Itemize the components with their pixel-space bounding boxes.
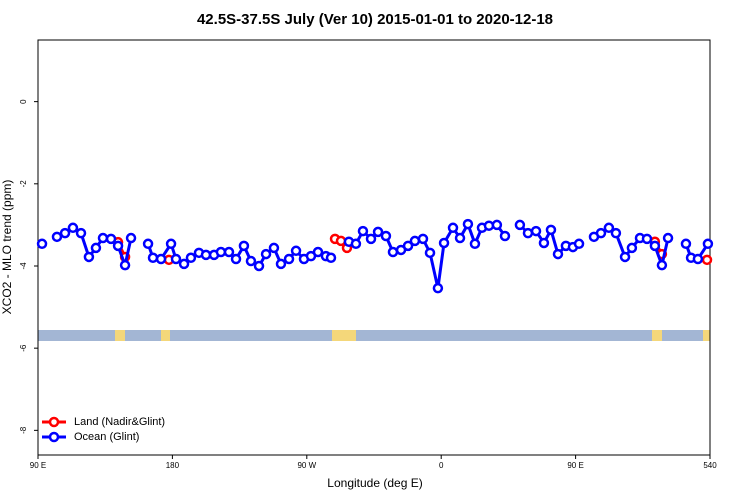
y-tick-label: -8 [19,426,28,434]
point [155,253,167,265]
point [380,230,392,242]
point [610,227,622,239]
point [105,233,117,245]
ocean-strip [38,330,710,341]
land-patch [332,330,356,341]
point [97,232,109,244]
point [701,254,713,266]
point [230,253,242,265]
point [51,231,63,243]
legend-label: Land (Nadir&Glint) [74,416,165,428]
land-patch [652,330,662,341]
point [125,232,137,244]
point [499,230,511,242]
point [312,246,324,258]
point [325,252,337,264]
point [372,226,384,238]
point [514,219,526,231]
point [119,259,131,271]
x-axis-label: Longitude (deg E) [327,476,422,490]
surface-strip [38,330,710,341]
y-tick-label: -4 [19,262,28,270]
point [552,248,564,260]
point [238,240,250,252]
point [200,249,212,261]
y-tick-label: -6 [19,344,28,352]
land-patch [703,330,710,341]
y-tick-label: 0 [19,99,28,104]
x-tick-label: 540 [703,461,717,470]
point [545,224,557,236]
point [417,233,429,245]
point [83,251,95,263]
point [387,246,399,258]
x-tick-label: 0 [439,461,444,470]
point [283,253,295,265]
point [185,252,197,264]
point [290,245,302,257]
x-tick-label: 90 E [30,461,46,470]
point [438,237,450,249]
point [680,238,692,250]
land-patch [161,330,170,341]
point [90,242,102,254]
point [142,238,154,250]
point [178,258,190,270]
y-tick-label: -2 [19,180,28,188]
x-tick-label: 90 W [297,461,316,470]
point [147,252,159,264]
point [702,238,714,250]
point [365,233,377,245]
x-tick-label: 90 E [567,461,583,470]
point [662,232,674,244]
chart-title: 42.5S-37.5S July (Ver 10) 2015-01-01 to … [197,11,553,28]
point [402,240,414,252]
point [491,219,503,231]
point [424,247,436,259]
point [462,218,474,230]
point [357,225,369,237]
point [447,222,459,234]
point [641,233,653,245]
point [573,238,585,250]
point [649,240,661,252]
point [656,259,668,271]
point [595,227,607,239]
plot-frame [37,39,711,456]
point [603,222,615,234]
point [268,242,280,254]
legend-label: Ocean (Glint) [74,431,139,443]
y-axis-label: XCO2 - MLO trend (ppm) [0,180,14,315]
point [260,248,272,260]
point [432,282,444,294]
point [112,240,124,252]
point [215,246,227,258]
point [522,227,534,239]
point [75,227,87,239]
point [454,232,466,244]
point [36,238,48,250]
point [223,246,235,258]
point [275,258,287,270]
point [538,237,550,249]
legend-swatch [48,431,60,443]
legend-swatch [48,416,60,428]
point [170,253,182,265]
point [692,253,704,265]
point [165,238,177,250]
point [619,251,631,263]
point [253,260,265,272]
x-tick-label: 180 [166,461,180,470]
point [67,222,79,234]
point [350,238,362,250]
point [245,255,257,267]
land-patch [115,330,125,341]
point [626,242,638,254]
point [59,227,71,239]
point [409,235,421,247]
point [469,238,481,250]
point [530,225,542,237]
